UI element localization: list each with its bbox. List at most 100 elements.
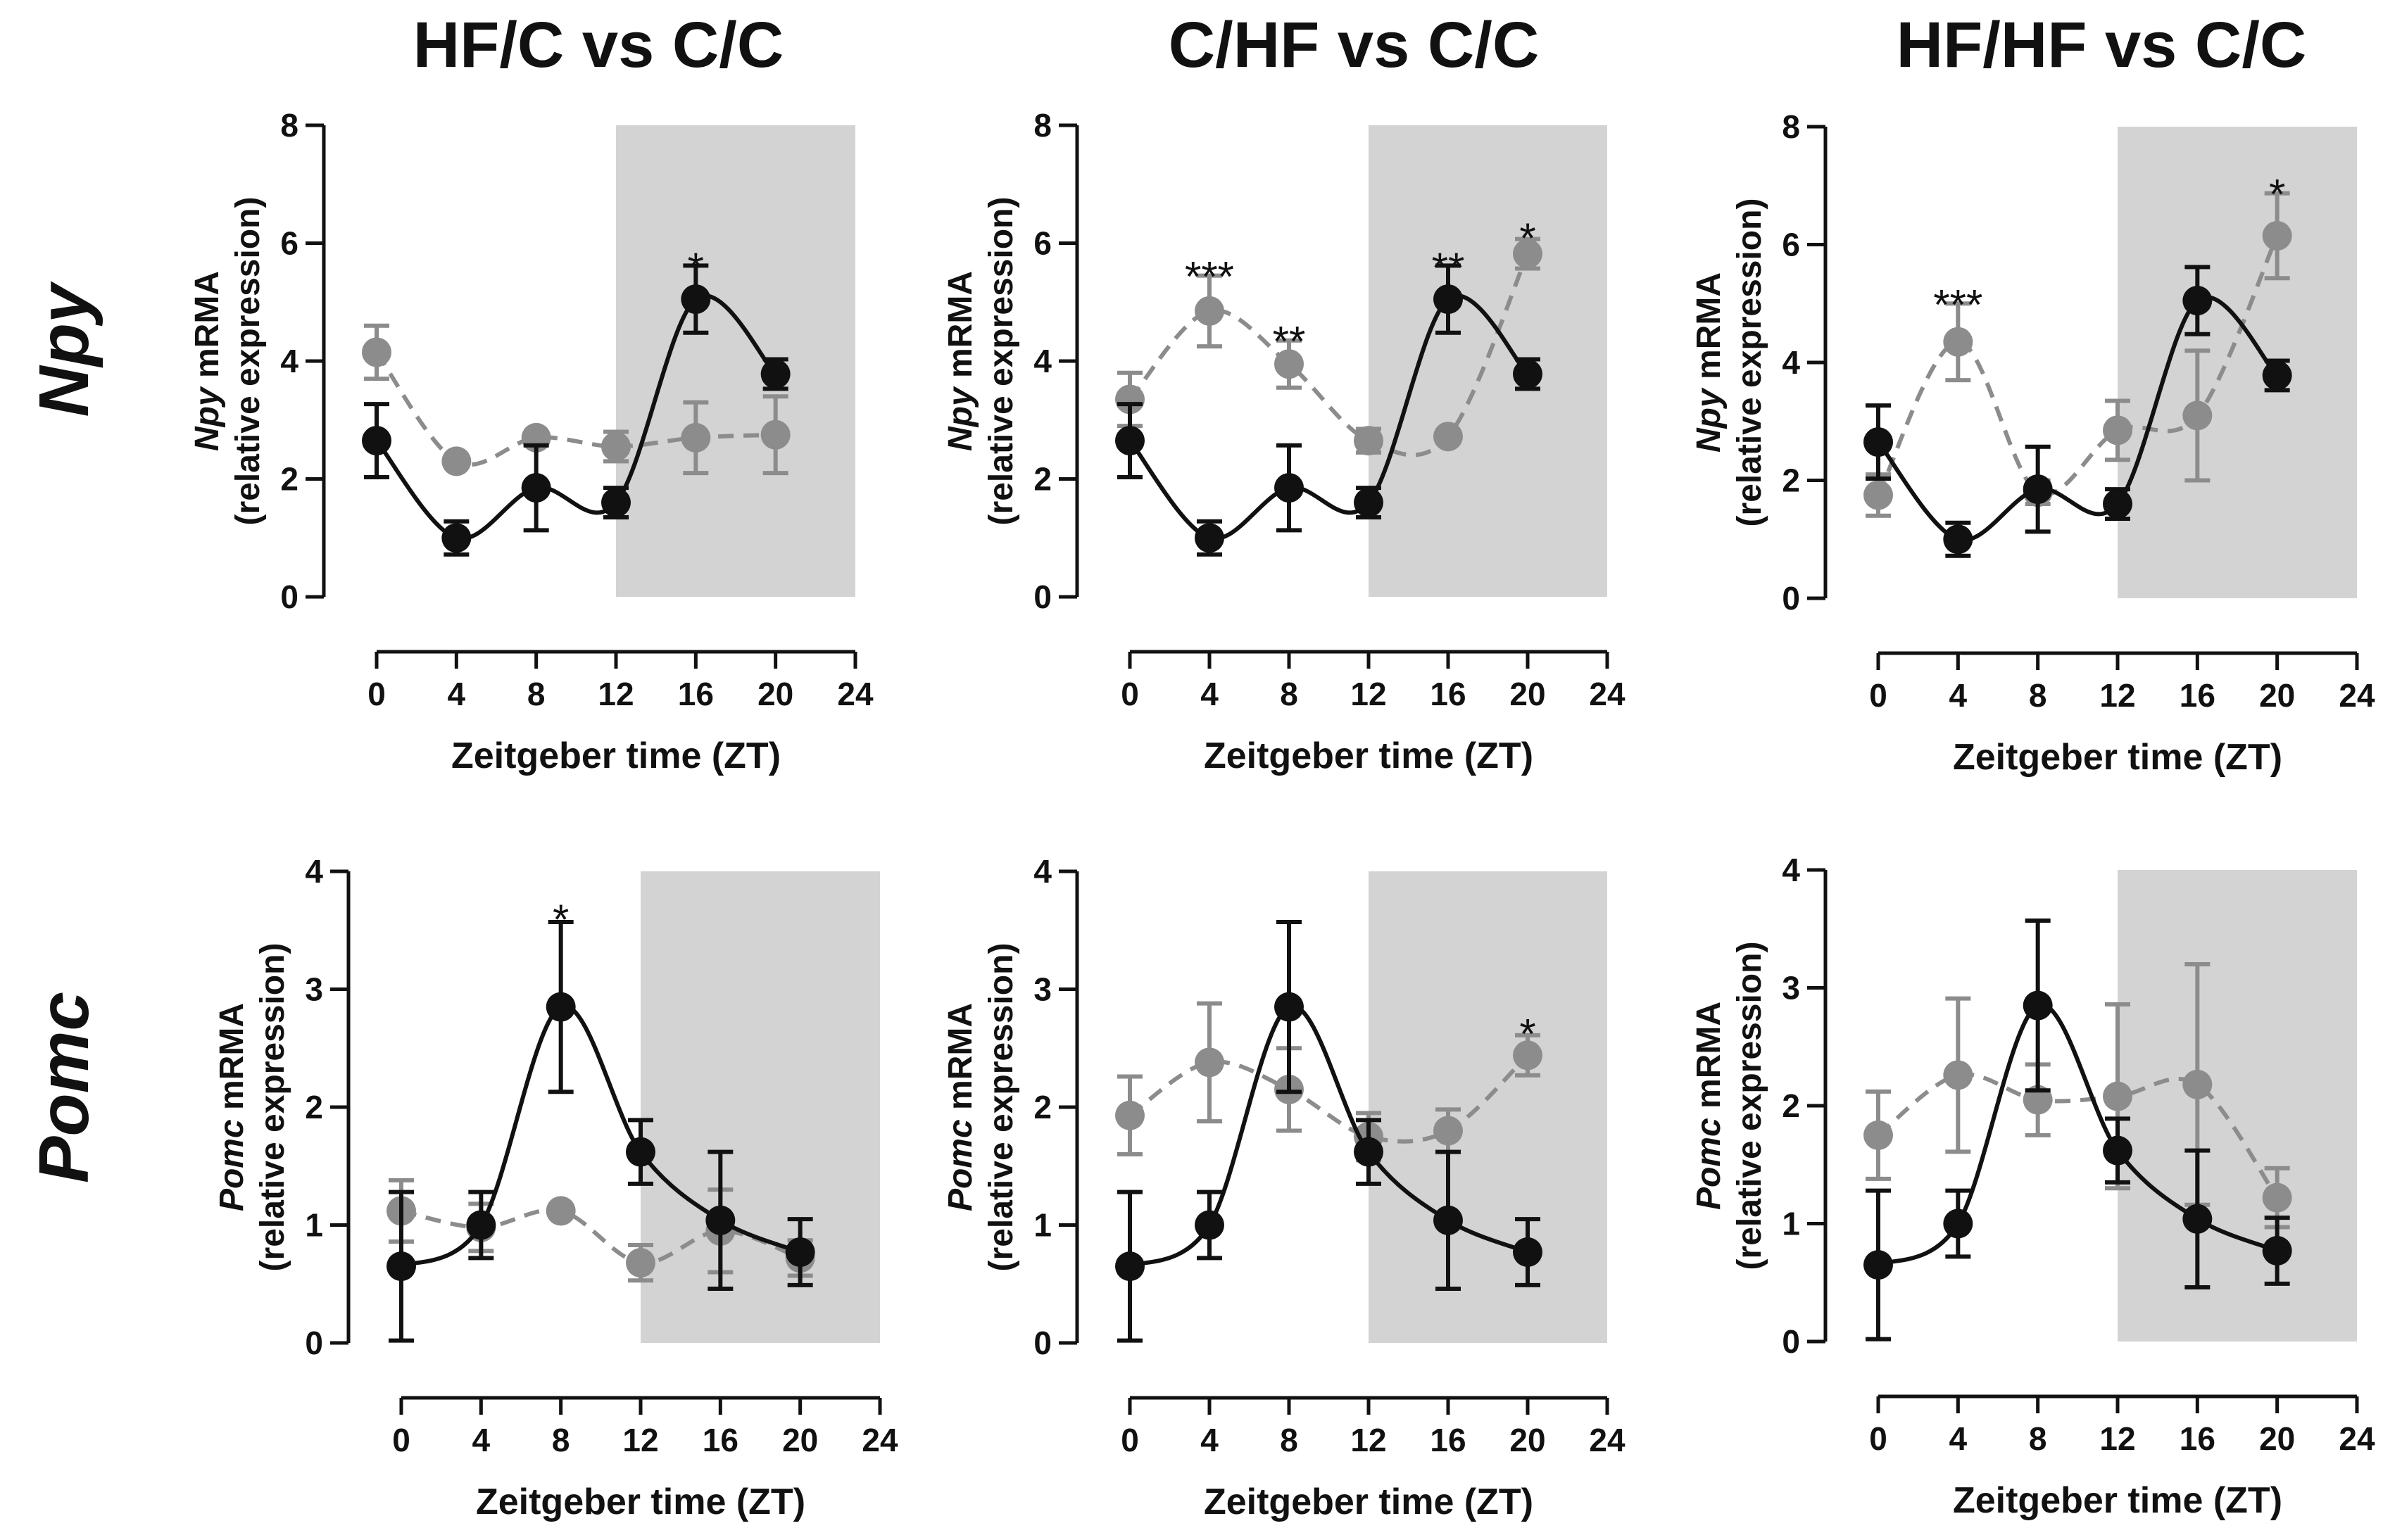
y-tick-label: 3: [1033, 971, 1052, 1008]
data-point: [1274, 473, 1304, 503]
y-axis-label-space: [1690, 379, 1728, 389]
x-tick-label: 8: [1280, 1422, 1298, 1458]
x-tick-label: 0: [1121, 676, 1139, 712]
y-tick-label: 1: [1033, 1207, 1052, 1244]
significance-marker: ***: [1185, 253, 1234, 301]
data-point: [1354, 488, 1383, 517]
data-point: [785, 1237, 815, 1268]
y-tick-label: 2: [1033, 1089, 1052, 1125]
significance-marker: *: [688, 244, 704, 291]
data-point: [1115, 1100, 1145, 1130]
x-tick-label: 24: [1589, 676, 1626, 712]
data-point: [2262, 1182, 2292, 1213]
data-point: [521, 473, 551, 503]
x-tick-label: 4: [1949, 1420, 1968, 1457]
series-control: [386, 920, 815, 1343]
x-tick-label: 8: [527, 676, 546, 712]
x-tick-label: 4: [1949, 677, 1968, 714]
x-tick-label: 12: [622, 1422, 658, 1458]
x-tick-label: 4: [448, 676, 466, 712]
y-axis-sublabel: (relative expression): [1731, 198, 1768, 527]
y-tick-label: 6: [280, 225, 298, 262]
x-tick-label: 16: [703, 1422, 738, 1458]
x-tick-label: 8: [552, 1422, 570, 1458]
data-point: [760, 359, 791, 389]
x-tick-label: 12: [598, 676, 634, 712]
data-point: [1943, 524, 1973, 555]
data-point: [1195, 1210, 1224, 1240]
y-tick-label: 4: [1782, 344, 1800, 381]
data-point: [601, 431, 631, 462]
x-tick-label: 12: [2099, 677, 2135, 714]
series-treatment: [1115, 236, 1542, 457]
dark-phase-shade: [1369, 125, 1607, 597]
data-point: [1433, 1205, 1463, 1235]
y-tick-label: 0: [1033, 1325, 1052, 1361]
series-line: [1876, 234, 2280, 497]
dark-phase-shade: [616, 125, 855, 597]
y-axis-label-gene: Npy: [189, 386, 226, 451]
y-axis-label-gene: Npy: [1690, 387, 1728, 453]
row-label-npy: Npy: [25, 281, 103, 417]
y-tick-label: 4: [280, 343, 298, 379]
data-point: [441, 523, 472, 553]
data-point: [2103, 489, 2132, 519]
series-control: [1863, 265, 2292, 558]
data-point: [1115, 426, 1145, 456]
x-tick-label: 20: [757, 676, 793, 712]
significance-marker: ***: [1933, 281, 1982, 328]
data-point: [386, 1251, 416, 1282]
data-point: [1433, 1116, 1463, 1146]
y-axis-label: Npy mRMA: [1690, 272, 1728, 453]
x-axis-label: Zeitgeber time (ZT): [1953, 737, 2282, 778]
y-tick-label: 6: [1033, 225, 1052, 262]
data-point: [2182, 400, 2213, 431]
x-tick-label: 24: [2339, 1420, 2375, 1457]
x-tick-label: 12: [1350, 1422, 1386, 1458]
data-point: [1943, 1208, 1973, 1239]
y-axis-label-space: [942, 378, 979, 387]
data-point: [1863, 1250, 1893, 1280]
significance-marker: **: [1273, 318, 1306, 365]
data-point: [2182, 1069, 2213, 1099]
y-axis-label: Npy mRMA: [189, 271, 226, 451]
data-point: [1863, 427, 1893, 457]
y-tick-label: 0: [1782, 580, 1800, 617]
dark-phase-shade: [2118, 870, 2357, 1342]
dark-phase-shade: [2118, 127, 2357, 598]
significance-marker: **: [1432, 244, 1465, 291]
data-point: [626, 1248, 655, 1278]
y-axis-sublabel: (relative expression): [254, 943, 291, 1272]
y-tick-label: 1: [1782, 1206, 1800, 1242]
series-control: [1863, 919, 2292, 1342]
x-tick-label: 8: [2029, 677, 2047, 714]
data-point: [466, 1210, 496, 1240]
column-title-2: C/HF vs C/C: [1169, 9, 1540, 81]
x-tick-label: 12: [1350, 676, 1386, 712]
y-axis-sublabel: (relative expression): [229, 197, 267, 526]
series-treatment: [362, 323, 791, 476]
x-tick-label: 4: [1200, 676, 1219, 712]
x-tick-label: 0: [1869, 677, 1887, 714]
data-point: [681, 284, 711, 315]
y-tick-label: 4: [1782, 852, 1800, 888]
data-point: [1513, 1040, 1542, 1071]
data-point: [1863, 1120, 1893, 1150]
y-tick-label: 4: [1033, 343, 1052, 379]
significance-marker: *: [1519, 1010, 1535, 1057]
y-axis-label-space: [1690, 1109, 1728, 1118]
x-tick-label: 20: [1509, 676, 1545, 712]
data-point: [1943, 1060, 1973, 1090]
y-axis-label: Pomc mRMA: [213, 1003, 251, 1211]
x-tick-label: 16: [2180, 1420, 2215, 1457]
y-tick-label: 3: [305, 971, 323, 1008]
data-point: [2262, 1236, 2292, 1266]
y-tick-label: 2: [280, 461, 298, 498]
y-axis-label: Npy mRMA: [942, 271, 979, 451]
y-axis-label-space: [942, 1110, 979, 1119]
x-tick-label: 20: [2259, 677, 2295, 714]
x-axis-label: Zeitgeber time (ZT): [451, 736, 781, 776]
dark-phase-shade: [641, 871, 880, 1343]
